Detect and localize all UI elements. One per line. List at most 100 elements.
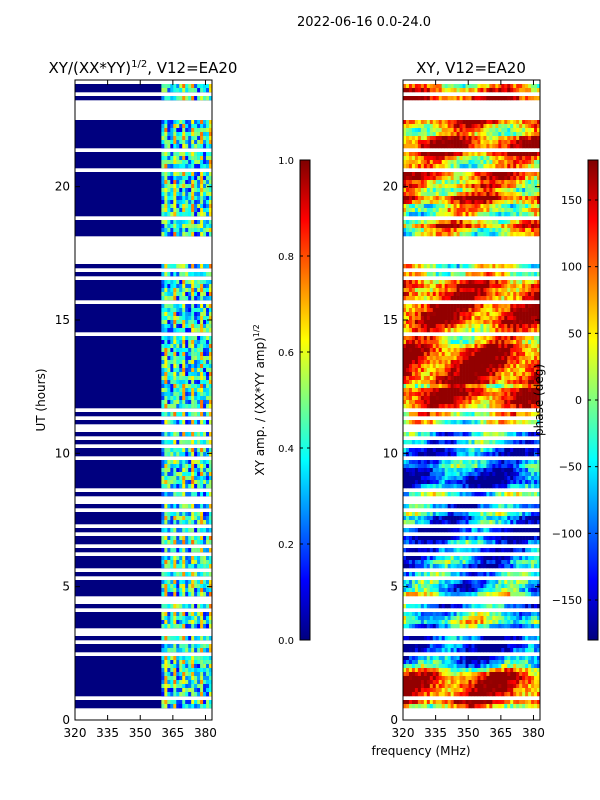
amplitude-cell bbox=[170, 316, 174, 321]
amplitude-cell bbox=[194, 84, 198, 89]
phase-cell bbox=[459, 432, 463, 437]
phase-cell bbox=[414, 384, 419, 389]
amplitude-cell bbox=[167, 540, 171, 545]
amplitude-cell bbox=[179, 400, 183, 405]
phase-cell bbox=[498, 180, 502, 185]
phase-cell bbox=[507, 376, 511, 381]
phase-cell bbox=[501, 224, 505, 229]
amplitude-cell bbox=[191, 84, 195, 89]
phase-cell bbox=[471, 296, 475, 301]
amplitude-cell bbox=[197, 324, 201, 329]
amplitude-cell bbox=[173, 476, 177, 481]
amplitude-cell bbox=[194, 680, 198, 685]
amplitude-row bbox=[75, 208, 212, 213]
amplitude-cell bbox=[209, 264, 212, 269]
phase-cell bbox=[489, 280, 493, 285]
phase-cell bbox=[534, 124, 538, 129]
amplitude-cell bbox=[197, 356, 201, 361]
phase-cell bbox=[492, 176, 496, 181]
phase-cell bbox=[483, 228, 487, 233]
phase-cell bbox=[403, 156, 407, 161]
amplitude-cell bbox=[191, 308, 195, 313]
phase-cell bbox=[462, 396, 466, 401]
phase-cell bbox=[516, 372, 520, 377]
phase-cell bbox=[525, 140, 529, 145]
phase-cell bbox=[447, 296, 451, 301]
amplitude-cell bbox=[197, 484, 201, 489]
phase-cell bbox=[477, 156, 481, 161]
phase-cell bbox=[435, 88, 440, 93]
amplitude-cell bbox=[176, 192, 180, 197]
phase-cell bbox=[426, 184, 431, 189]
phase-cell bbox=[525, 352, 529, 357]
phase-cell bbox=[417, 336, 422, 341]
phase-cell bbox=[429, 164, 434, 169]
phase-cell bbox=[522, 228, 526, 233]
phase-cell bbox=[429, 132, 434, 137]
phase-cell bbox=[408, 344, 413, 349]
phase-cell bbox=[483, 392, 487, 397]
amplitude-cell bbox=[209, 452, 212, 457]
phase-cell bbox=[510, 224, 514, 229]
phase-cell bbox=[453, 292, 457, 297]
phase-cell bbox=[414, 212, 419, 217]
amplitude-cell bbox=[197, 348, 201, 353]
amplitude-cell bbox=[164, 612, 168, 617]
phase-cell bbox=[432, 392, 437, 397]
amplitude-cell bbox=[179, 204, 183, 209]
phase-cell bbox=[408, 128, 413, 133]
amplitude-cell bbox=[161, 572, 165, 577]
phase-cell bbox=[474, 312, 478, 317]
amplitude-cell bbox=[170, 572, 174, 577]
amplitude-cell bbox=[167, 680, 171, 685]
amplitude-cell bbox=[200, 184, 204, 189]
phase-cell bbox=[447, 196, 451, 201]
phase-cell bbox=[408, 160, 413, 165]
phase-cell bbox=[528, 296, 532, 301]
phase-cell bbox=[450, 156, 454, 161]
phase-cell bbox=[462, 132, 466, 137]
phase-cell bbox=[525, 212, 529, 217]
phase-cell bbox=[537, 96, 540, 101]
amplitude-cell bbox=[206, 540, 210, 545]
phase-cell bbox=[417, 228, 422, 233]
phase-cell bbox=[468, 420, 472, 425]
amplitude-row bbox=[75, 440, 212, 445]
amplitude-cell bbox=[191, 580, 195, 585]
amplitude-cell bbox=[194, 304, 198, 309]
phase-cell bbox=[525, 88, 529, 93]
phase-cell bbox=[471, 192, 475, 197]
phase-cell bbox=[477, 212, 481, 217]
phase-cell bbox=[426, 176, 431, 181]
phase-cell bbox=[408, 328, 413, 333]
amplitude-cell bbox=[194, 284, 198, 289]
phase-cell bbox=[411, 132, 416, 137]
amplitude-cell bbox=[185, 388, 189, 393]
phase-cell bbox=[429, 156, 434, 161]
phase-cell bbox=[429, 136, 434, 141]
amplitude-cell bbox=[164, 384, 168, 389]
phase-cell bbox=[459, 124, 463, 129]
phase-cell bbox=[486, 204, 490, 209]
phase-cell bbox=[537, 136, 540, 141]
phase-cell bbox=[453, 308, 457, 313]
amplitude-cell bbox=[176, 304, 180, 309]
amplitude-cell bbox=[197, 296, 201, 301]
phase-cell bbox=[480, 136, 484, 141]
amplitude-cell bbox=[167, 412, 171, 417]
amplitude-row bbox=[75, 480, 212, 485]
amplitude-cell bbox=[182, 520, 186, 525]
amplitude-cell bbox=[179, 316, 183, 321]
phase-cell bbox=[492, 224, 496, 229]
phase-cell bbox=[519, 308, 523, 313]
phase-cell bbox=[411, 212, 416, 217]
phase-cell bbox=[486, 380, 490, 385]
amplitude-cell bbox=[179, 304, 183, 309]
phase-cell bbox=[495, 384, 499, 389]
phase-cell bbox=[405, 132, 410, 137]
amplitude-cell bbox=[203, 296, 207, 301]
amplitude-cell bbox=[170, 528, 174, 533]
phase-cell bbox=[450, 392, 454, 397]
amplitude-cell bbox=[161, 540, 165, 545]
amplitude-cell bbox=[167, 324, 171, 329]
